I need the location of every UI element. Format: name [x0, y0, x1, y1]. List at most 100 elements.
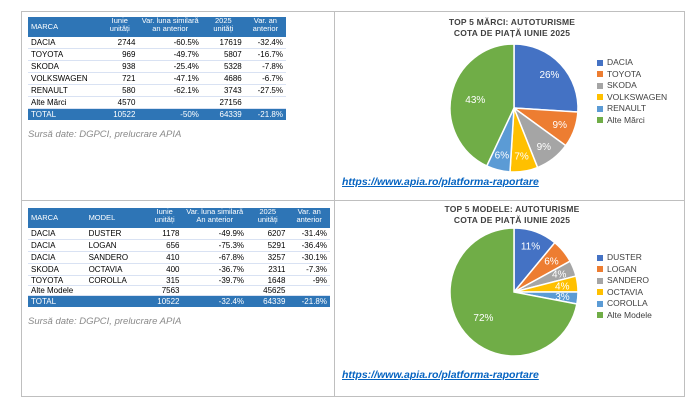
legend-swatch — [597, 266, 603, 273]
legend-item: Alte Mărci — [597, 115, 667, 127]
pie-data-label: 7% — [514, 152, 529, 163]
table-row: TOYOTA COROLLA 315 -39.7% 1648 -9% — [28, 275, 330, 286]
legend-swatch — [597, 277, 603, 284]
cell — [288, 285, 330, 296]
chart-title-line: COTA DE PIAȚĂ IUNIE 2025 — [453, 28, 571, 38]
legend-label: DACIA — [607, 57, 633, 67]
apia-platform-link[interactable]: https://www.apia.ro/platforma-raportare — [342, 176, 539, 188]
table-row: DACIA LOGAN 656 -75.3% 5291 -36.4% — [28, 239, 330, 252]
cell — [138, 96, 202, 109]
cell: 400 — [146, 263, 183, 276]
cell: 27156 — [201, 96, 245, 109]
cell: 656 — [146, 239, 183, 252]
cell: 5291 — [247, 239, 289, 252]
cell: 10522 — [146, 295, 183, 307]
pie-data-label: 6% — [544, 257, 559, 268]
pie-data-label: 4% — [555, 281, 570, 292]
cell: -6.7% — [244, 72, 286, 85]
legend-item: LOGAN — [597, 264, 652, 276]
col-header-var-an: Var. an anterior — [288, 208, 330, 228]
models-pie-chart: 11%6%4%4%3%72% — [449, 227, 579, 357]
cell: -60.5% — [138, 37, 202, 49]
cell: 17619 — [201, 37, 245, 49]
pie-data-label: 6% — [495, 151, 510, 162]
table-row: Alte Mărci 4570 27156 — [28, 96, 286, 109]
legend-item: Alte Modele — [597, 310, 652, 322]
legend-item: DUSTER — [597, 252, 652, 264]
cell — [85, 295, 147, 307]
cell: RENAULT — [28, 84, 102, 97]
cell: 2311 — [247, 263, 289, 276]
legend-item: VOLKSWAGEN — [597, 92, 667, 104]
legend-label: DUSTER — [607, 252, 642, 262]
col-header-model: MODEL — [85, 208, 147, 228]
table-row: DACIA DUSTER 1178 -49.9% 6207 -31.4% — [28, 228, 330, 240]
cell: DACIA — [28, 239, 86, 252]
cell: -21.8% — [244, 108, 286, 120]
legend-label: LOGAN — [607, 263, 637, 274]
table-row: VOLKSWAGEN 721 -47.1% 4686 -6.7% — [28, 72, 286, 85]
legend-item: DACIA — [597, 57, 667, 69]
cell: 969 — [101, 48, 139, 61]
cell: 3257 — [247, 251, 289, 264]
cell: LOGAN — [85, 239, 147, 252]
pie-data-label: 26% — [539, 70, 559, 81]
cell: VOLKSWAGEN — [28, 72, 102, 85]
brands-pie-chart: 26% 9%9% 7% 6% 43% — [449, 43, 579, 173]
cell: 64339 — [247, 295, 289, 307]
cell: -27.5% — [244, 84, 286, 97]
cell: SANDERO — [85, 251, 147, 264]
table-row: DACIA SANDERO 410 -67.8% 3257 -30.1% — [28, 251, 330, 264]
cell: TOTAL — [28, 295, 86, 307]
cell: 1648 — [247, 275, 289, 286]
total-row: TOTAL 10522 -32.4% 64339 -21.8% — [28, 295, 330, 307]
cell: -9% — [288, 275, 330, 286]
pie-slice-alte-modele — [449, 227, 578, 357]
apia-platform-link[interactable]: https://www.apia.ro/platforma-raportare — [342, 369, 539, 381]
cell: SKODA — [28, 60, 102, 73]
pie-slice-dacia — [513, 43, 579, 113]
cell: -25.4% — [138, 60, 202, 73]
cell: TOYOTA — [28, 275, 86, 286]
cell: 721 — [101, 72, 139, 85]
col-header-iunie: Iunie unități — [146, 208, 183, 228]
legend-label: SANDERO — [607, 275, 650, 285]
cell: -32.4% — [182, 295, 248, 307]
cell: 4686 — [201, 72, 245, 85]
cell: -31.4% — [288, 228, 330, 240]
chart-title-line: TOP 5 MODELE: AUTOTURISME — [444, 204, 580, 214]
total-row: TOTAL 10522 -50% 64339 -21.8% — [28, 108, 286, 120]
legend-item: SANDERO — [597, 275, 652, 287]
cell: 5328 — [201, 60, 245, 73]
table-row: SKODA 938 -25.4% 5328 -7.8% — [28, 60, 286, 73]
cell: -7.8% — [244, 60, 286, 73]
cell: Alte Modele — [28, 285, 86, 296]
legend-swatch — [597, 94, 603, 101]
cell: -75.3% — [182, 239, 248, 252]
cell: OCTAVIA — [85, 263, 147, 276]
cell: 4570 — [101, 96, 139, 109]
legend-item: TOYOTA — [597, 69, 667, 81]
pie-data-label: 72% — [473, 313, 493, 324]
cell: 6207 — [247, 228, 289, 240]
col-header-2025: 2025 unități — [201, 17, 245, 37]
column-divider — [334, 11, 335, 397]
source-note: Sursă date: DGPCI, prelucrare APIA — [28, 316, 182, 327]
chart-title-line: TOP 5 MĂRCI: AUTOTURISME — [448, 17, 576, 27]
pie-data-label: 4% — [552, 270, 567, 281]
cell: 45625 — [247, 285, 289, 296]
chart-legend: DACIA TOYOTA SKODA VOLKSWAGEN RENAULT Alte Mă… — [597, 57, 667, 126]
cell: 410 — [146, 251, 183, 264]
col-header-iunie: Iunie unități — [101, 17, 139, 37]
pie-data-label: 9% — [537, 142, 552, 153]
row-divider — [21, 200, 685, 201]
cell: 1178 — [146, 228, 183, 240]
legend-label: Alte Mărci — [607, 114, 645, 125]
cell: COROLLA — [85, 275, 147, 286]
legend-label: RENAULT — [607, 103, 647, 113]
cell: DACIA — [28, 251, 86, 264]
table-row: TOYOTA 969 -49.7% 5807 -16.7% — [28, 48, 286, 61]
table-row: RENAULT 580 -62.1% 3743 -27.5% — [28, 84, 286, 97]
chart-legend: DUSTER LOGAN SANDERO OCTAVIA COROLLA Alte Mod… — [597, 252, 652, 321]
cell: 5807 — [201, 48, 245, 61]
